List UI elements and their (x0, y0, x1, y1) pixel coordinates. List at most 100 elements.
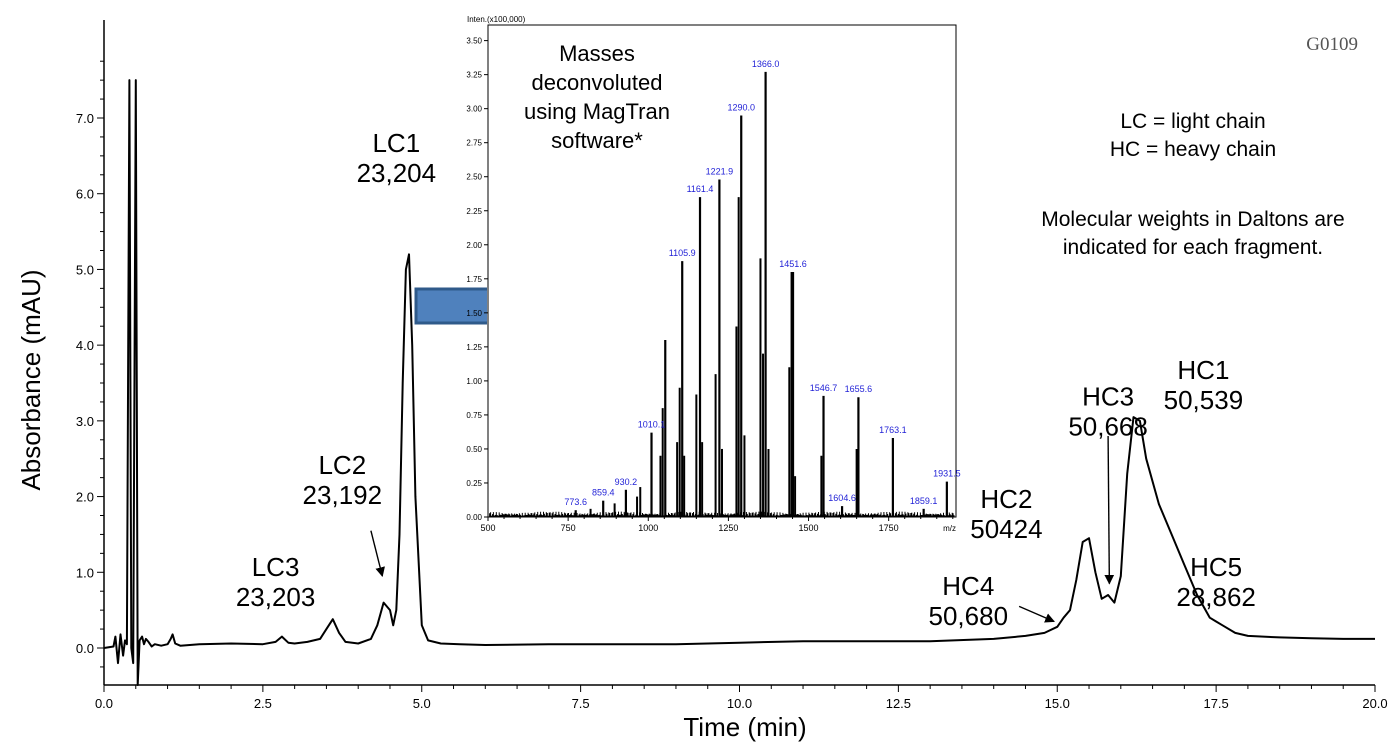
y-tick-label: 6.0 (76, 187, 94, 202)
inset-peak-label: 773.6 (564, 497, 587, 507)
mass-spectrum-inset: 0.00 0.25 0.50 0.75 1.00 1.25 1.50 1.75 2.00 2.25… (466, 15, 960, 533)
peak-mass: 50,539 (1164, 385, 1244, 415)
inset-peaks (489, 71, 955, 517)
inset-y-tick-label: 3.00 (466, 105, 482, 114)
inset-y-tick-label: 0.25 (466, 479, 482, 488)
peak-label: LC2 (318, 450, 366, 480)
peak-mass: 50424 (970, 514, 1042, 544)
peak-label: LC3 (252, 552, 300, 582)
inset-peak-label: 1221.9 (706, 166, 734, 176)
hc-definition: HC = heavy chain (1110, 138, 1276, 161)
peak-annotations: LC123,204LC223,192LC323,203HC150,539HC25… (236, 128, 1256, 631)
inset-note-line-3: using MagTran (524, 99, 670, 124)
inset-peak-label: 1451.6 (779, 259, 807, 269)
inset-y-tick-label: 1.25 (466, 343, 482, 352)
figure-code: G0109 (1306, 34, 1358, 55)
peak-mass: 23,203 (236, 582, 316, 612)
inset-peak-label: 1161.4 (687, 184, 714, 194)
x-tick-label: 10.0 (727, 696, 752, 711)
y-tick-label: 0.0 (76, 641, 94, 656)
annotation-arrow (370, 530, 385, 578)
x-tick-label: 15.0 (1045, 696, 1070, 711)
x-tick-label: 5.0 (413, 696, 431, 711)
mw-note-line-1: Molecular weights in Daltons are (1041, 208, 1344, 231)
main-chart: 0.0 1.0 2.0 3.0 4.0 5.0 6.0 7.0 0.0 2.5 5.0 7.5 10.0… (16, 20, 1388, 742)
inset-note-line-1: Masses (559, 41, 635, 66)
inset-x-tick-label: 750 (561, 523, 576, 533)
peak-label: HC1 (1177, 355, 1229, 385)
inset-peak-label: 1931.5 (933, 469, 961, 479)
inset-y-tick-label: 1.00 (466, 377, 482, 386)
inset-y-tick-label: 2.00 (466, 241, 482, 250)
x-tick-label: 12.5 (886, 696, 911, 711)
mw-note-line-2: indicated for each fragment. (1063, 236, 1323, 259)
inset-y-axis-label: Inten.(x100,000) (467, 15, 526, 24)
inset-y-tick-label: 1.50 (466, 309, 482, 318)
peak-mass: 28,862 (1176, 582, 1256, 612)
inset-peak-label: 1859.1 (910, 496, 938, 506)
inset-peak-label: 1604.6 (828, 493, 856, 503)
inset-peak-label: 1546.7 (810, 383, 838, 393)
peak-mass: 23,192 (303, 480, 383, 510)
annotation-arrow (1018, 605, 1055, 623)
y-tick-label: 3.0 (76, 414, 94, 429)
annotation-arrow (1104, 435, 1115, 585)
inset-x-tick-label: 500 (480, 523, 495, 533)
y-tick-label: 7.0 (76, 111, 94, 126)
inset-y-tick-label: 3.25 (466, 71, 482, 80)
inset-note-line-2: deconvoluted (532, 70, 663, 95)
inset-peak-label: 1763.1 (879, 425, 907, 435)
inset-y-tick-label: 1.75 (466, 275, 482, 284)
peak-mass: 50,680 (929, 601, 1009, 631)
inset-y-tick-label: 2.50 (466, 173, 482, 182)
peak-label: HC3 (1082, 382, 1134, 412)
lc-definition: LC = light chain (1120, 110, 1265, 133)
inset-y-tick-label: 2.75 (466, 139, 482, 148)
peak-mass: 23,204 (357, 158, 437, 188)
inset-peak-label: 930.2 (615, 477, 638, 487)
inset-x-tick-label: 1750 (879, 523, 899, 533)
inset-y-tick-label: 0.00 (466, 513, 482, 522)
inset-y-tick-label: 3.50 (466, 37, 482, 46)
absorbance-trace (103, 79, 1375, 686)
figure-notes: G0109 LC = light chain HC = heavy chain … (1041, 34, 1358, 259)
inset-peak-label: 1655.6 (845, 384, 873, 394)
inset-peak-label: 1105.9 (669, 248, 696, 258)
inset-x-tick-label: 1250 (718, 523, 738, 533)
inset-y-tick-label: 2.25 (466, 207, 482, 216)
inset-peak-label: 1290.0 (727, 102, 755, 112)
peak-label: HC4 (942, 571, 994, 601)
y-tick-label: 2.0 (76, 490, 94, 505)
y-tick-label: 1.0 (76, 565, 94, 580)
peak-label: HC5 (1190, 552, 1242, 582)
x-tick-label: 2.5 (254, 696, 272, 711)
inset-peak-label: 1366.0 (752, 59, 780, 69)
inset-y-tick-label: 0.50 (466, 445, 482, 454)
inset-note-line-4: software* (551, 128, 643, 153)
x-tick-label: 20.0 (1362, 696, 1387, 711)
inset-note: Masses deconvoluted using MagTran softwa… (524, 41, 670, 153)
y-axis-label: Absorbance (mAU) (16, 269, 46, 490)
inset-x-tick-label: 1500 (799, 523, 819, 533)
main-ticks: 0.0 1.0 2.0 3.0 4.0 5.0 6.0 7.0 0.0 2.5 5.0 7.5 10.0… (76, 60, 1388, 711)
y-tick-label: 5.0 (76, 262, 94, 277)
x-tick-label: 7.5 (572, 696, 590, 711)
x-tick-label: 0.0 (95, 696, 113, 711)
peak-label: HC2 (980, 484, 1032, 514)
inset-peak-label: 1010.1 (638, 420, 666, 430)
inset-peak-label: 859.4 (592, 488, 615, 498)
inset-x-tick-label: 1000 (638, 523, 658, 533)
peak-label: LC1 (372, 128, 420, 158)
y-tick-label: 4.0 (76, 338, 94, 353)
x-tick-label: 17.5 (1203, 696, 1228, 711)
